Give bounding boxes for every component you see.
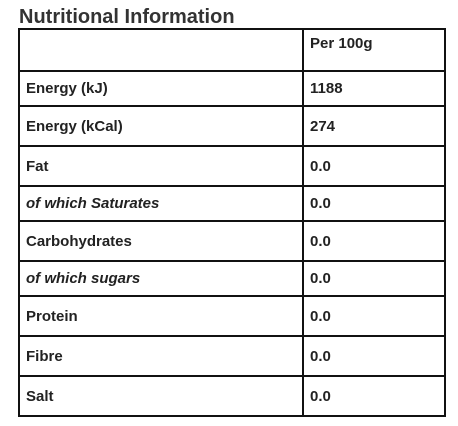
table-row-energy-kj: Energy (kJ) 1188: [18, 70, 446, 107]
row-label: Salt: [18, 375, 304, 417]
table-row-protein: Protein 0.0: [18, 295, 446, 337]
row-value: 274: [302, 105, 446, 147]
table-row-fat: Fat 0.0: [18, 145, 446, 187]
row-value: 0.0: [302, 260, 446, 297]
table-row-fibre: Fibre 0.0: [18, 335, 446, 377]
nutrition-table: Per 100g Energy (kJ) 1188 Energy (kCal) …: [18, 28, 446, 417]
row-label: Energy (kJ): [18, 70, 304, 107]
row-label: Fat: [18, 145, 304, 187]
row-label: Protein: [18, 295, 304, 337]
row-label: of which sugars: [18, 260, 304, 297]
row-value: 0.0: [302, 185, 446, 222]
table-row-saturates: of which Saturates 0.0: [18, 185, 446, 222]
row-value: 0.0: [302, 145, 446, 187]
row-label: Fibre: [18, 335, 304, 377]
table-row-salt: Salt 0.0: [18, 375, 446, 417]
row-label: of which Saturates: [18, 185, 304, 222]
header-label-cell: [18, 28, 304, 72]
table-row-energy-kcal: Energy (kCal) 274: [18, 105, 446, 147]
row-value: 0.0: [302, 295, 446, 337]
table-row-carbohydrates: Carbohydrates 0.0: [18, 220, 446, 262]
row-value: 0.0: [302, 375, 446, 417]
row-label: Energy (kCal): [18, 105, 304, 147]
table-header-row: Per 100g: [18, 28, 446, 72]
row-label: Carbohydrates: [18, 220, 304, 262]
row-value: 0.0: [302, 220, 446, 262]
row-value: 1188: [302, 70, 446, 107]
page-title: Nutritional Information: [19, 6, 235, 28]
row-value: 0.0: [302, 335, 446, 377]
table-row-sugars: of which sugars 0.0: [18, 260, 446, 297]
header-per-100g: Per 100g: [302, 28, 446, 72]
